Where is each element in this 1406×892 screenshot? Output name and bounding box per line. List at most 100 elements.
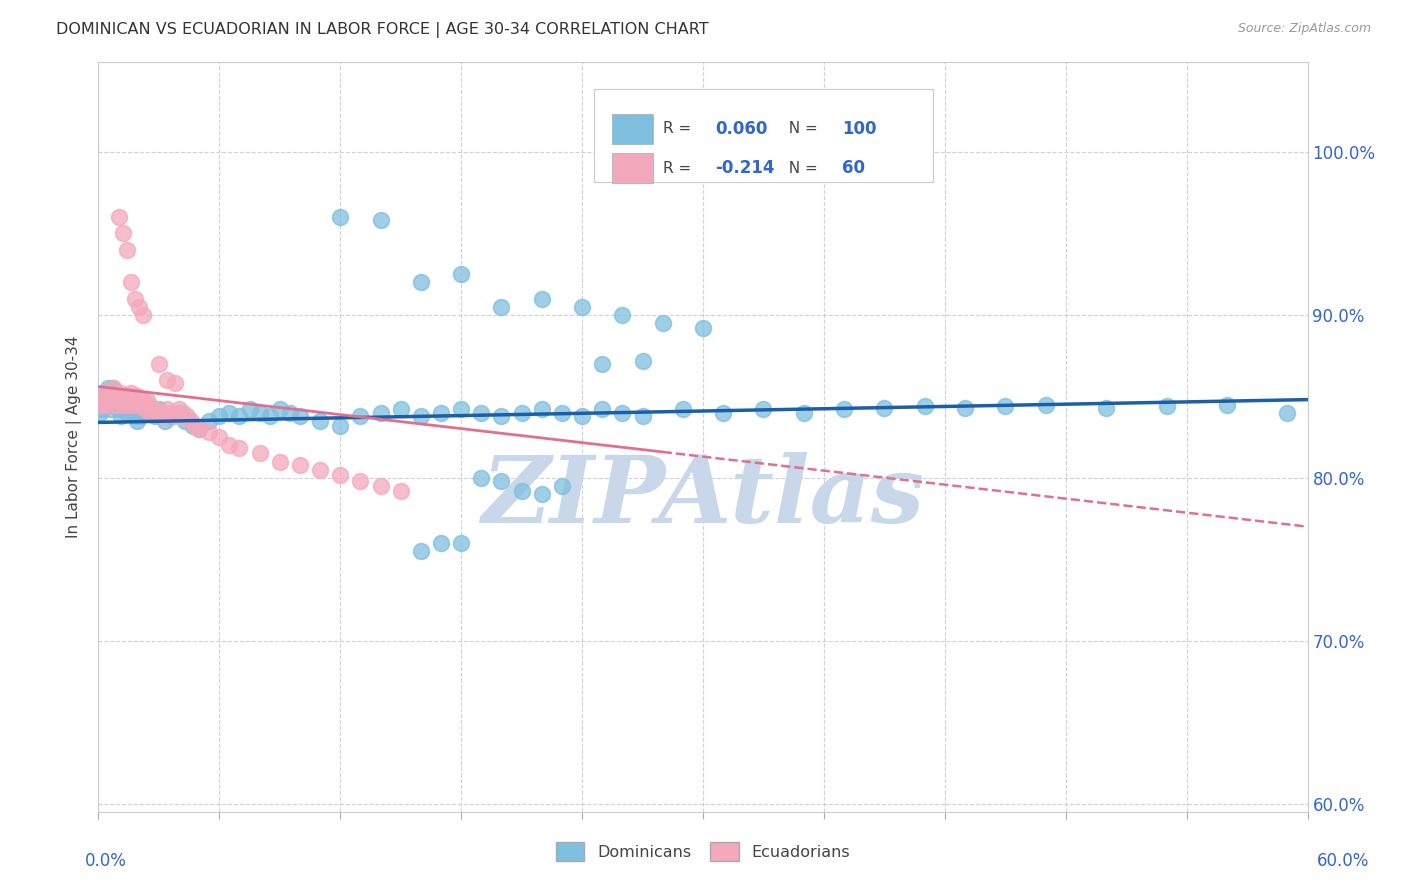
Point [793,406,815,420]
Text: N =: N = [779,161,823,176]
Point [101,381,124,395]
Point [167,402,190,417]
Point [184,418,207,433]
Point [259,409,281,423]
Point [132,392,155,407]
Point [89,397,111,411]
Text: 0.0%: 0.0% [84,852,127,870]
Point [93,397,115,411]
Point [160,409,183,423]
Point [129,409,152,423]
Point [107,389,129,403]
Point [96,392,118,407]
Point [430,536,453,550]
Text: 0.060: 0.060 [716,120,768,137]
Point [156,373,179,387]
Point [409,409,432,423]
Text: 60: 60 [842,160,865,178]
Point [450,402,472,417]
Point [115,243,138,257]
Point [370,406,392,420]
Point [153,414,176,428]
Text: -0.214: -0.214 [716,160,775,178]
Point [96,386,118,401]
Point [228,409,250,423]
Point [128,300,150,314]
Point [132,401,155,415]
Legend: Dominicans, Ecuadorians: Dominicans, Ecuadorians [550,835,856,867]
Point [148,357,170,371]
Point [208,409,231,423]
Point [148,402,170,417]
Point [174,414,197,428]
Point [269,454,291,468]
Point [249,406,271,420]
Point [450,536,472,550]
Point [329,467,352,482]
Point [530,402,553,417]
Point [491,474,513,488]
Point [389,483,412,498]
Point [370,479,392,493]
Point [180,414,202,428]
Point [1156,399,1178,413]
Text: Source: ZipAtlas.com: Source: ZipAtlas.com [1237,22,1371,36]
Point [91,402,114,417]
Point [167,406,190,420]
Text: N =: N = [779,121,823,136]
Point [100,392,122,407]
Point [103,386,125,401]
Bar [613,113,654,144]
Point [138,397,160,411]
Point [692,321,714,335]
Point [1035,397,1057,411]
Point [105,389,128,403]
Point [121,397,143,411]
Point [135,402,157,417]
Point [612,406,634,420]
Bar [613,153,654,184]
Point [120,392,142,407]
Point [93,389,115,403]
Point [148,406,170,420]
Point [143,402,166,417]
Point [118,389,141,403]
Point [591,402,613,417]
Point [228,442,250,456]
Point [914,399,936,413]
Point [409,276,432,290]
Point [953,401,976,415]
Point [111,227,134,241]
Point [132,308,155,322]
Point [135,392,157,407]
Point [176,409,198,423]
Point [711,406,734,420]
Point [309,414,332,428]
Point [156,402,179,417]
Point [124,409,146,423]
Text: 60.0%: 60.0% [1316,852,1369,870]
Point [125,389,148,403]
Point [470,406,492,420]
Point [124,292,146,306]
Point [115,406,138,420]
Point [91,392,114,407]
Point [111,392,134,407]
Point [172,406,194,420]
Point [349,474,371,488]
Point [129,397,152,411]
Y-axis label: In Labor Force | Age 30-34: In Labor Force | Age 30-34 [66,335,83,539]
Point [115,389,138,403]
Point [1095,401,1118,415]
Point [249,446,271,460]
Point [651,316,673,330]
Point [97,397,120,411]
Point [97,386,120,401]
Point [530,292,553,306]
Point [551,406,574,420]
Point [218,438,240,452]
Point [181,418,204,433]
Point [288,458,311,472]
Point [571,300,593,314]
Point [349,409,371,423]
